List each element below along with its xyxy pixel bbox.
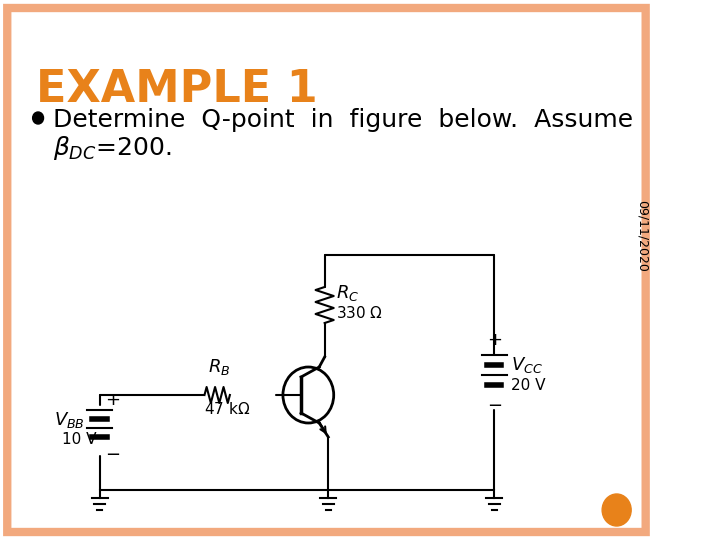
Text: Determine  Q-point  in  figure  below.  Assume: Determine Q-point in figure below. Assum… (53, 108, 633, 132)
FancyBboxPatch shape (7, 8, 646, 532)
Text: 09/11/2020: 09/11/2020 (636, 200, 649, 272)
Text: 47 k$\Omega$: 47 k$\Omega$ (204, 401, 251, 417)
Text: 11: 11 (604, 501, 629, 519)
Text: $R_B$: $R_B$ (208, 357, 230, 377)
Text: $R_C$: $R_C$ (336, 283, 359, 303)
Circle shape (602, 494, 631, 526)
Text: 330 $\Omega$: 330 $\Omega$ (336, 305, 382, 321)
Text: −: − (487, 397, 502, 415)
Text: +: + (105, 391, 120, 409)
Text: 20 V: 20 V (510, 377, 545, 393)
Text: $V_{CC}$: $V_{CC}$ (510, 355, 542, 375)
Circle shape (32, 112, 43, 124)
Text: −: − (105, 446, 120, 464)
Text: $V_{BB}$: $V_{BB}$ (55, 410, 85, 430)
Text: $\beta_{DC}$=200.: $\beta_{DC}$=200. (53, 134, 171, 162)
Text: 10 V: 10 V (62, 433, 96, 448)
Text: +: + (487, 331, 502, 349)
Text: EXAMPLE 1: EXAMPLE 1 (36, 68, 318, 111)
